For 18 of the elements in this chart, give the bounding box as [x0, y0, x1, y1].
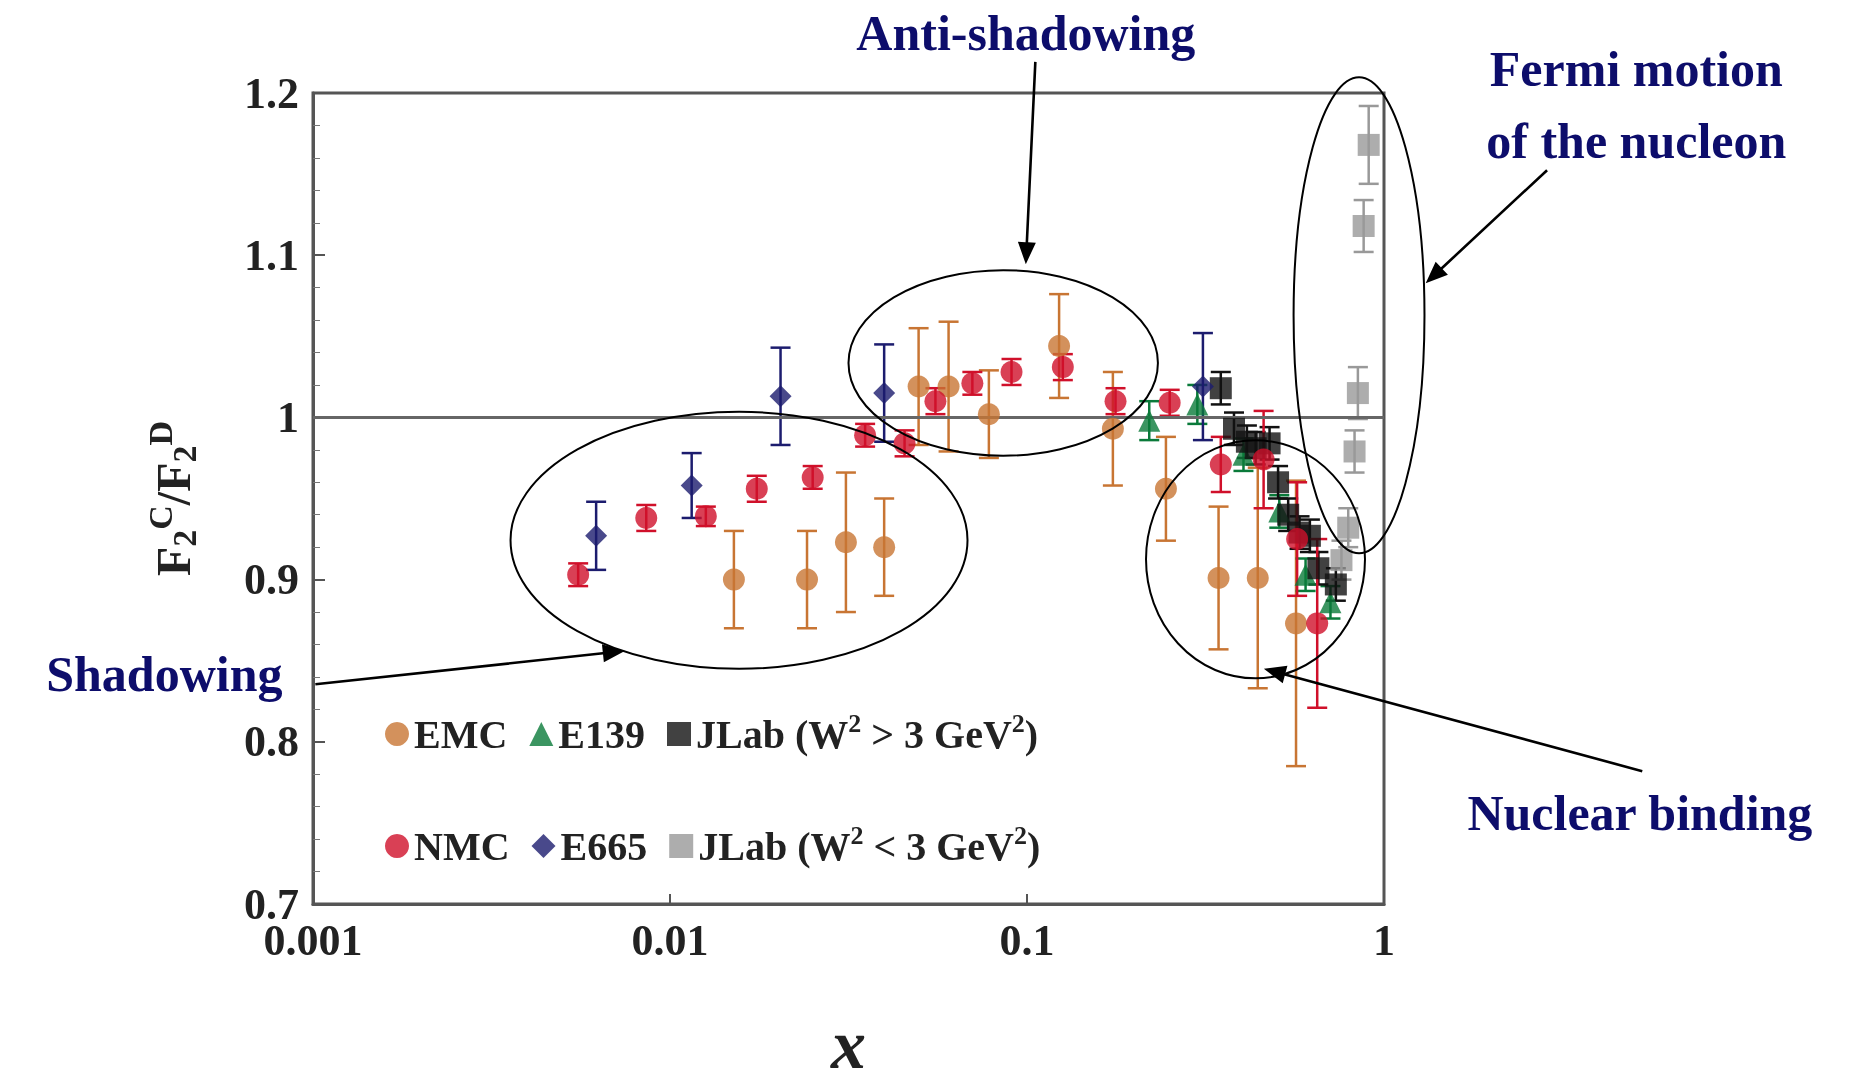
x-axis-title: x — [830, 1005, 866, 1083]
text: Nuclear binding — [1467, 783, 1813, 843]
y-tick-label: 0.8 — [244, 717, 299, 767]
x-tick-label: 0.1 — [999, 915, 1055, 965]
legend-label: E139 — [558, 711, 646, 757]
x-tick-label: 0.01 — [631, 915, 709, 965]
text: Shadowing — [46, 644, 283, 704]
legend-label: E665 — [560, 823, 648, 869]
y-tick-label: 1.1 — [244, 230, 299, 280]
y-axis-title: F2C/F2D — [141, 420, 203, 577]
x-tick-label: 1 — [1373, 915, 1395, 965]
text: Fermi motion of the nucleon — [1486, 39, 1787, 171]
legend-label: EMC — [414, 711, 508, 757]
y-tick-label: 1 — [277, 392, 299, 442]
y-tick-label: 0.9 — [244, 555, 299, 605]
text: Anti-shadowing — [856, 4, 1196, 64]
y-tick-label: 1.2 — [244, 68, 299, 118]
legend-label: NMC — [414, 823, 510, 869]
